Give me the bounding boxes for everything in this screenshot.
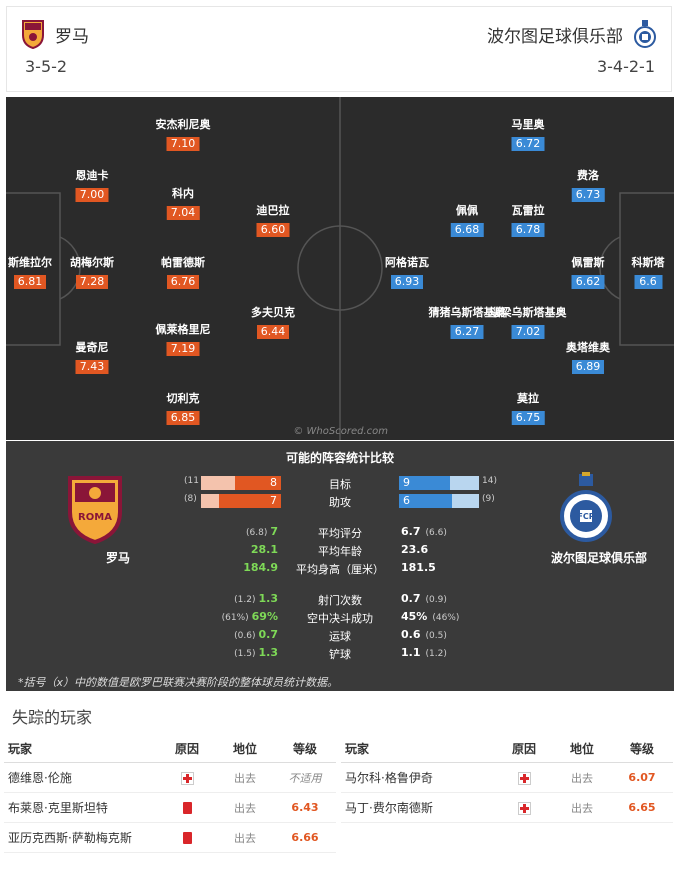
player-rating: 6.81 (13, 275, 47, 289)
roma-crest-icon: ROMA (68, 476, 122, 544)
player-rating: 6.76 (166, 275, 200, 289)
table-row[interactable]: 亚历克西斯·萨勒梅克斯 出去 6.66 (4, 823, 336, 853)
table-row[interactable]: 马丁·费尔南德斯 出去 6.65 (341, 793, 673, 823)
home-player[interactable]: 多夫贝克 6.44 (251, 306, 295, 339)
roma-crest-icon (22, 20, 44, 49)
away-goals-fill (399, 476, 451, 490)
player-rating: 6.6 (634, 275, 662, 289)
watermark: © WhoScored.com (293, 426, 388, 437)
stat-bar-assists: (8) 7 助攻 6 (9) (184, 494, 495, 509)
svg-text:FCP: FCP (577, 512, 594, 521)
home-formation: 3-5-2 (25, 57, 68, 76)
home-player[interactable]: 迪巴拉 6.60 (256, 204, 290, 237)
away-player[interactable]: 猜猪乌斯塔基奥 6.27 (428, 306, 506, 339)
stat-row-shots: (1.2) 1.3 射门次数 0.7 (0.9) (234, 592, 447, 607)
away-missing-table: 玩家 原因 地位 等级 马尔科·格鲁伊奇 出去 6.07 马丁·费尔南德斯 出去… (341, 735, 673, 823)
home-player[interactable]: 曼奇尼 7.43 (75, 341, 109, 374)
player-rating: 6.75 (511, 411, 545, 425)
table-header: 玩家 原因 地位 等级 (341, 735, 673, 763)
away-player[interactable]: 莫拉 6.75 (511, 392, 545, 425)
away-player[interactable]: 马里奥 6.72 (511, 118, 545, 151)
stat-row-rating: (6.8) 7 平均评分 6.7 (6.6) (246, 525, 447, 540)
player-rating: 7.02 (511, 325, 545, 339)
stat-row-age: 28.1 平均年龄 23.6 (250, 543, 429, 558)
away-player[interactable]: 科斯塔 6.6 (631, 256, 665, 289)
player-rating: 6.60 (256, 223, 290, 237)
player-rating: 6.78 (511, 223, 545, 237)
home-club-name: 罗马 (106, 551, 131, 565)
away-player[interactable]: 瓦雷拉 6.78 (511, 204, 545, 237)
away-team-name: 波尔图足球俱乐部 (487, 26, 623, 47)
stat-row-tackles: (1.5) 1.3 铲球 1.1 (1.2) (234, 646, 447, 661)
player-name[interactable]: 亚历克西斯·萨勒梅克斯 (8, 831, 132, 845)
player-rating: 6.68 (450, 223, 484, 237)
home-player[interactable]: 科内 7.04 (166, 187, 200, 220)
table-row[interactable]: 德维恩·伦施 出去 不适用 (4, 763, 336, 793)
home-player[interactable]: 胡梅尔斯 7.28 (70, 256, 114, 289)
red-card-icon (182, 802, 192, 814)
away-player[interactable]: 奥塔维奥 6.89 (566, 341, 610, 374)
table-row[interactable]: 马尔科·格鲁伊奇 出去 6.07 (341, 763, 673, 793)
away-player[interactable]: 费洛 6.73 (571, 169, 605, 202)
player-rating: 7.28 (75, 275, 109, 289)
home-player[interactable]: 佩莱格里尼 7.19 (155, 323, 211, 356)
player-rating: 6.44 (256, 325, 290, 339)
away-player[interactable]: 佩雷斯 6.62 (571, 256, 605, 289)
pitch-lines (6, 97, 674, 440)
home-assists-fill (218, 494, 281, 508)
player-name[interactable]: 马丁·费尔南德斯 (345, 801, 433, 815)
player-rating: 6.73 (571, 188, 605, 202)
lineup-pitch: 斯维拉尔 6.81 恩迪卡 7.00 胡梅尔斯 7.28 曼奇尼 7.43 安杰… (6, 97, 674, 440)
stats-title: 可能的阵容统计比较 (285, 451, 394, 465)
home-goals-fill (235, 476, 281, 490)
injury-icon (517, 801, 531, 815)
player-name[interactable]: 马尔科·格鲁伊奇 (345, 771, 433, 785)
home-player[interactable]: 帕雷德斯 6.76 (161, 256, 205, 289)
player-rating: 6.89 (571, 360, 605, 374)
player-rating: 6.27 (450, 325, 484, 339)
player-rating: 6.85 (166, 411, 200, 425)
porto-crest-icon (634, 20, 656, 48)
stat-row-dribbles: (0.6) 0.7 运球 0.6 (0.5) (234, 628, 447, 643)
home-player[interactable]: 安杰利尼奥 7.10 (155, 118, 211, 151)
away-player[interactable]: 阿格诺瓦 6.93 (385, 256, 429, 289)
missing-players-title: 失踪的玩家 (12, 708, 93, 727)
player-rating: 6.62 (571, 275, 605, 289)
stats-footnote: *括号（x）中的数值是欧罗巴联赛决赛阶段的整体球员统计数据。 (18, 676, 339, 689)
home-team-name: 罗马 (55, 26, 89, 47)
stat-bar-goals: (11 8 目标 9 14) (184, 476, 497, 491)
table-header: 玩家 原因 地位 等级 (4, 735, 336, 763)
away-player[interactable]: 瑙梁乌斯塔基奥 7.02 (489, 306, 567, 339)
home-missing-table: 玩家 原因 地位 等级 德维恩·伦施 出去 不适用 布莱恩·克里斯坦特 出去 6… (4, 735, 336, 853)
away-assists-fill (399, 494, 453, 508)
home-player[interactable]: 恩迪卡 7.00 (75, 169, 109, 202)
player-rating: 6.93 (390, 275, 424, 289)
lineup-stats-comparison: 可能的阵容统计比较 ROMA 罗马 FCP 波尔图足球俱乐部 (11 8 目标 … (6, 441, 674, 691)
player-name[interactable]: 布莱恩·克里斯坦特 (8, 801, 108, 815)
away-team[interactable]: 波尔图足球俱乐部 (487, 19, 657, 49)
red-card-icon (182, 832, 192, 844)
player-rating: 7.00 (75, 188, 109, 202)
away-player[interactable]: 佩佩 6.68 (450, 204, 484, 237)
stat-row-height: 184.9 平均身高（厘米） 181.5 (243, 561, 436, 576)
injury-icon (180, 771, 194, 785)
stat-row-aerials: (61%) 69% 空中决斗成功 45% (46%) (221, 610, 460, 625)
player-rating: 6.72 (511, 137, 545, 151)
table-row[interactable]: 布莱恩·克里斯坦特 出去 6.43 (4, 793, 336, 823)
injury-icon (517, 771, 531, 785)
match-header: 罗马 波尔图足球俱乐部 3-5-2 3-4-2-1 (6, 6, 672, 92)
away-formation: 3-4-2-1 (596, 57, 655, 76)
home-player[interactable]: 切利克 6.85 (166, 392, 200, 425)
home-player[interactable]: 斯维拉尔 6.81 (8, 256, 52, 289)
porto-crest-icon: FCP (560, 472, 612, 542)
player-rating: 7.19 (166, 342, 200, 356)
player-rating: 7.43 (75, 360, 109, 374)
home-team[interactable]: 罗马 (21, 19, 89, 49)
player-rating: 7.04 (166, 206, 200, 220)
svg-text:ROMA: ROMA (78, 512, 112, 523)
away-club-name: 波尔图足球俱乐部 (551, 551, 648, 565)
player-name[interactable]: 德维恩·伦施 (8, 771, 72, 785)
player-rating: 7.10 (166, 137, 200, 151)
